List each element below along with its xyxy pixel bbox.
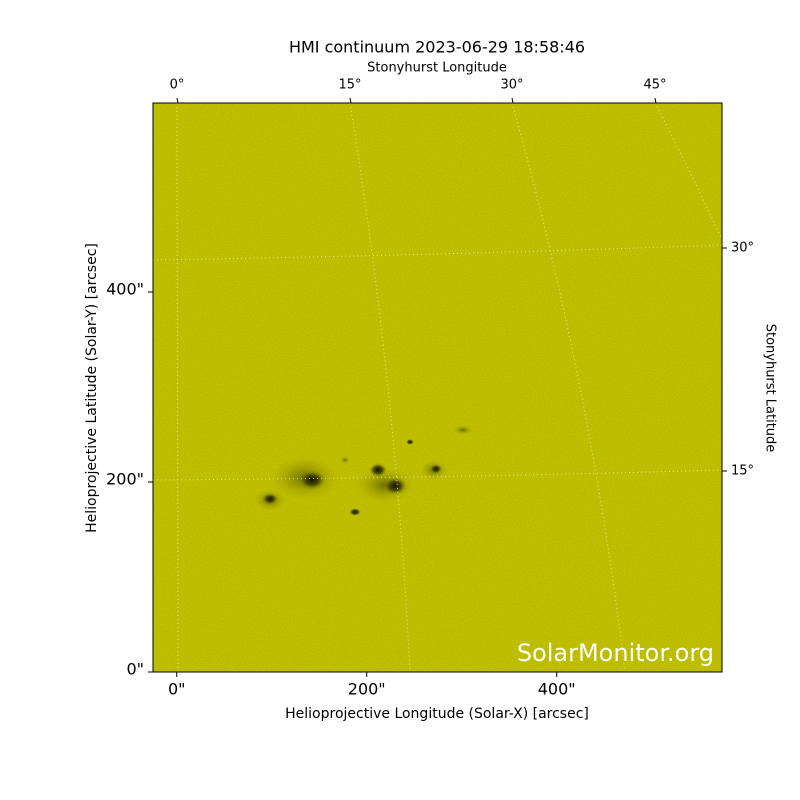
top-tick	[176, 97, 179, 104]
right-tick-label: 30°	[731, 241, 754, 256]
grid-line	[153, 244, 722, 261]
right-axis-label: Stonyhurst Latitude	[763, 324, 778, 453]
y-axis-label: Helioprojective Latitude (Solar-Y) [arcs…	[84, 243, 100, 533]
top-axis-label: Stonyhurst Longitude	[367, 61, 507, 76]
umbra	[262, 493, 278, 505]
umbra	[383, 477, 407, 495]
x-tick-label: 0"	[168, 680, 186, 699]
umbra	[298, 470, 326, 490]
top-tick	[349, 97, 352, 104]
watermark: SolarMonitor.org	[517, 639, 714, 667]
top-tick	[511, 97, 514, 104]
grid-line	[176, 103, 179, 672]
top-tick	[654, 97, 657, 104]
plot-frame	[152, 102, 723, 673]
x-axis-label: Helioprojective Longitude (Solar-X) [arc…	[285, 706, 589, 722]
umbra	[369, 463, 387, 477]
right-tick-label: 15°	[731, 464, 754, 479]
y-tick-label: 200"	[106, 470, 144, 489]
grid-line	[511, 103, 626, 672]
sunspots	[153, 103, 722, 672]
pore	[340, 456, 350, 464]
top-tick-label: 30°	[500, 78, 523, 93]
penumbra	[453, 425, 473, 435]
pore	[349, 508, 361, 516]
solar-image	[153, 103, 722, 672]
x-tick-label: 400"	[538, 680, 576, 699]
top-tick-label: 0°	[170, 78, 185, 93]
y-tick-label: 0"	[126, 660, 144, 679]
grid-line	[153, 469, 722, 481]
x-tick-label: 200"	[348, 680, 386, 699]
top-tick-label: 15°	[338, 78, 361, 93]
y-tick-label: 400"	[106, 280, 144, 299]
pore	[406, 439, 414, 445]
chart-title: HMI continuum 2023-06-29 18:58:46	[289, 38, 585, 57]
top-tick-label: 45°	[643, 78, 666, 93]
umbra	[430, 464, 442, 474]
